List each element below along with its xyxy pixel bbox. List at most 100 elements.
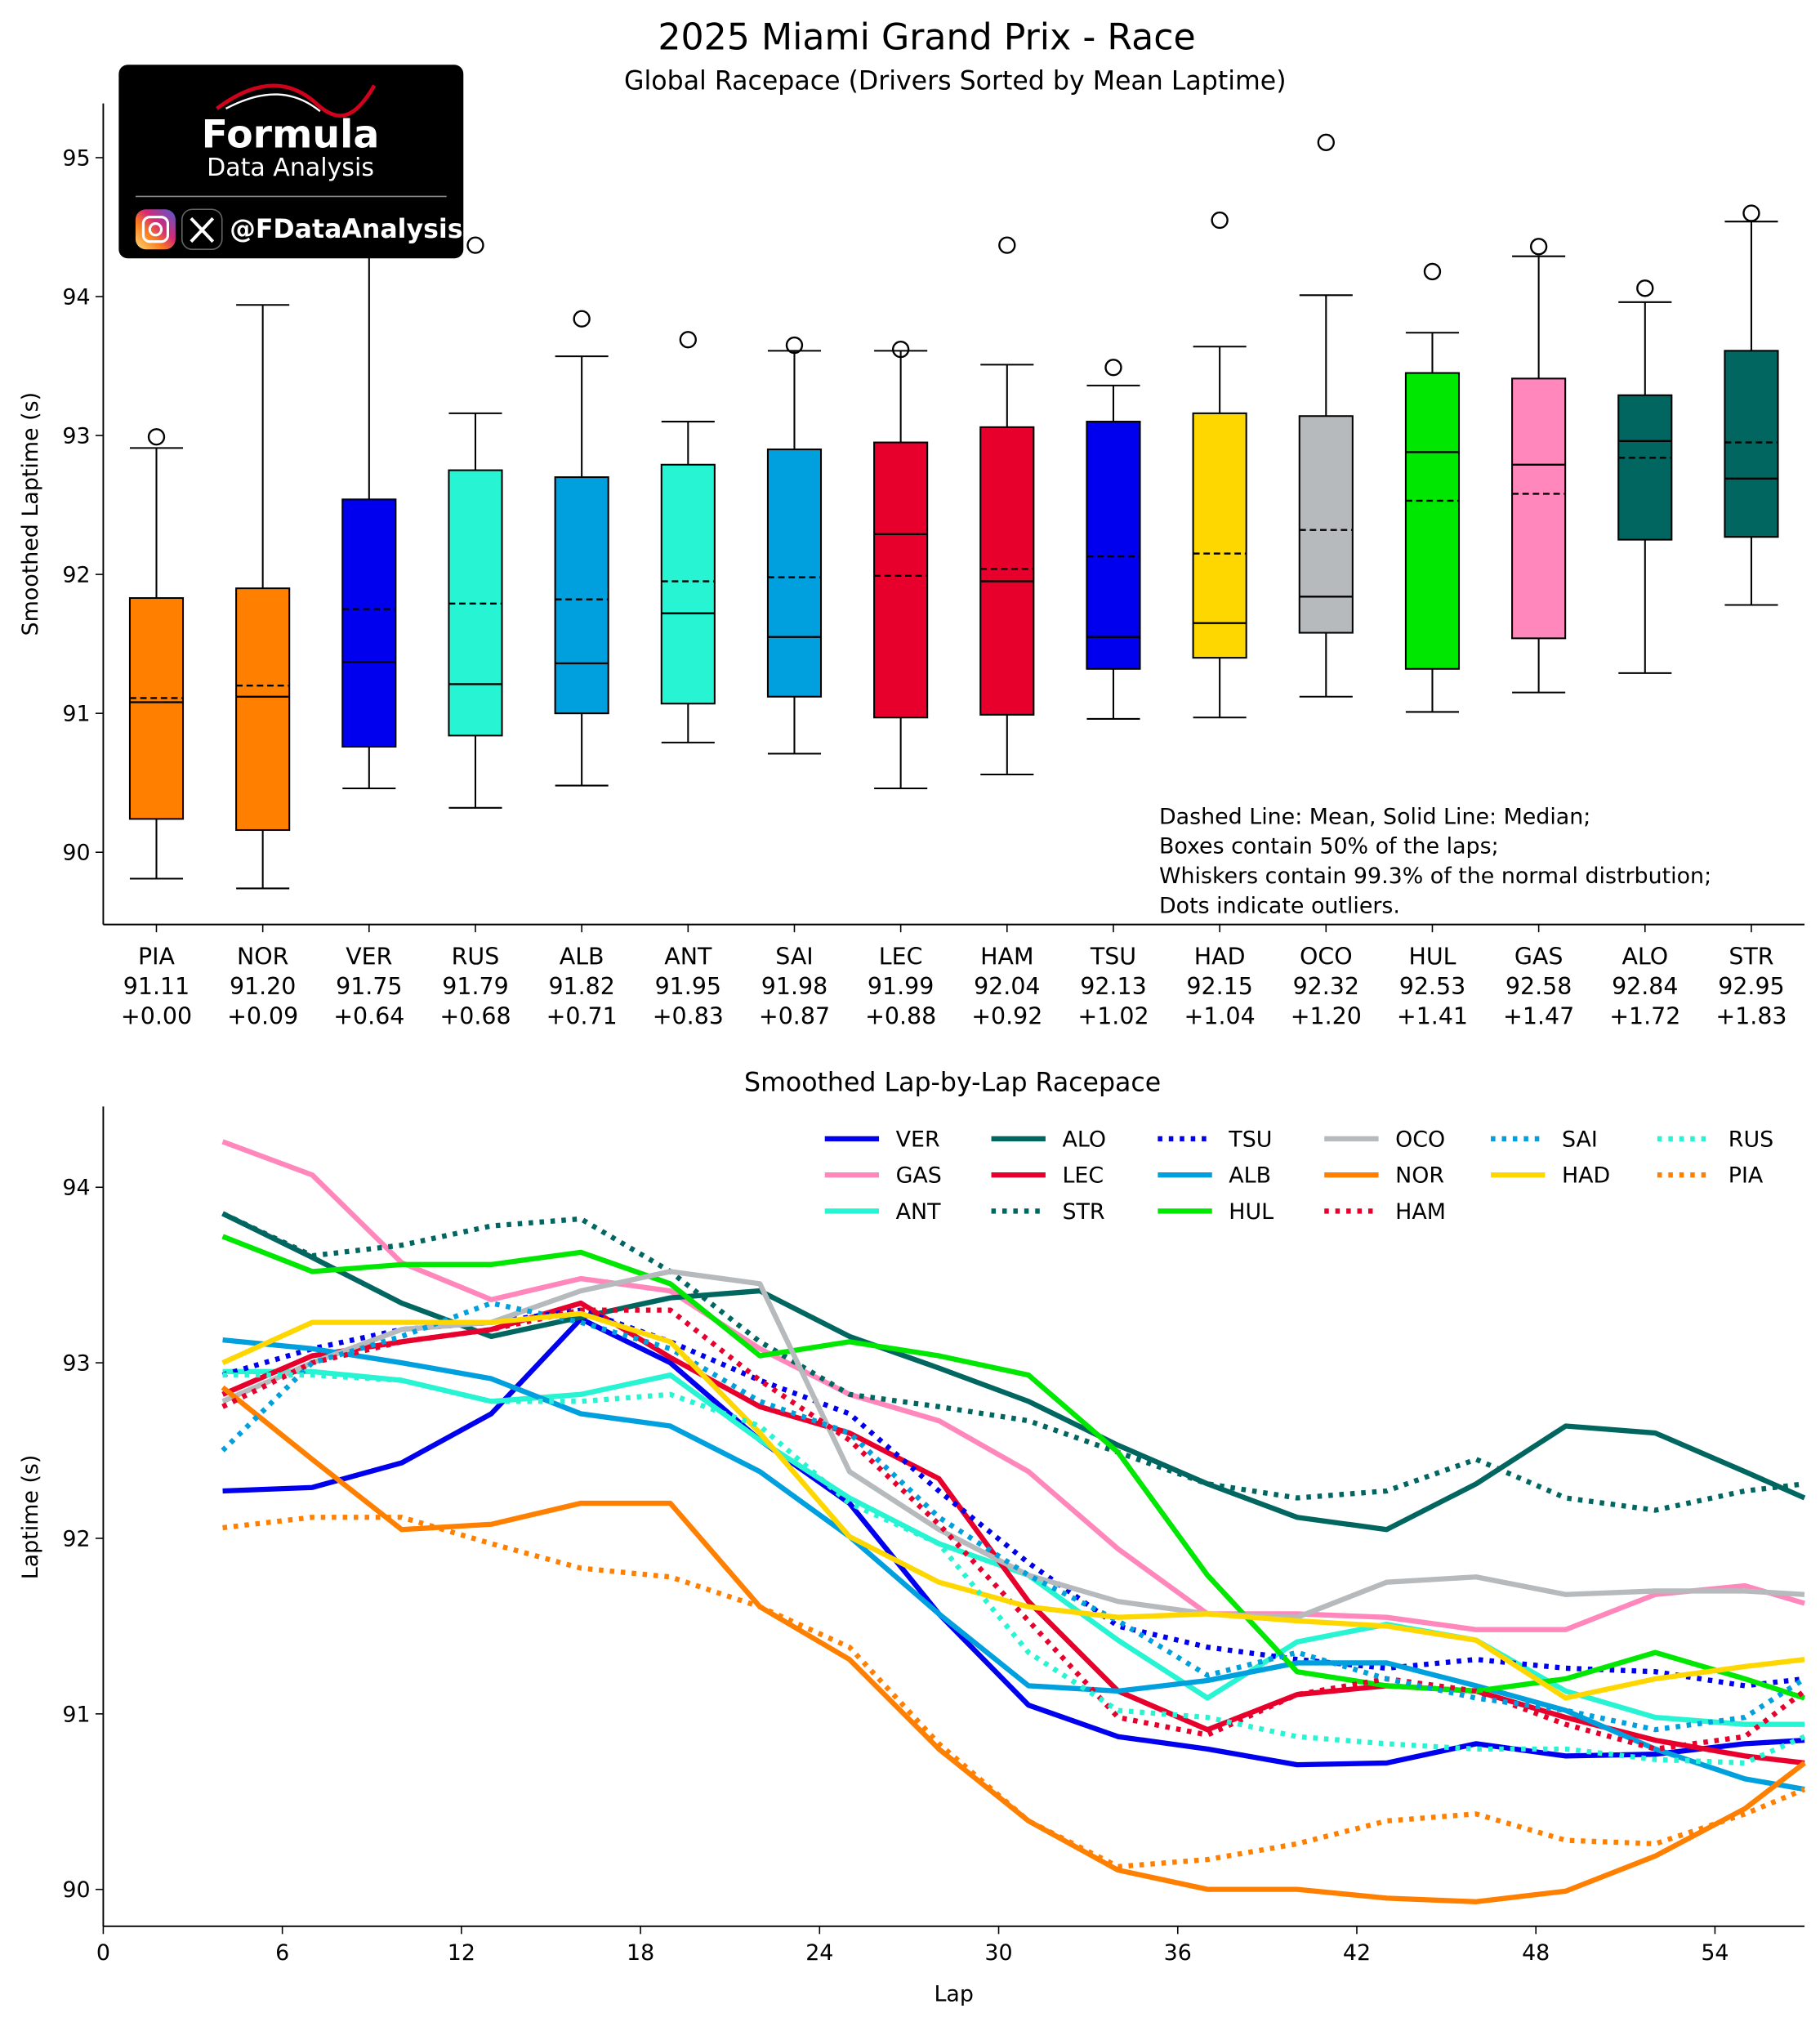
box bbox=[1724, 350, 1779, 538]
gap-label: +0.09 bbox=[227, 1002, 298, 1029]
outlier bbox=[891, 340, 910, 359]
annotation: Whiskers contain 99.3% of the normal dis… bbox=[1159, 864, 1711, 889]
annotation: Dashed Line: Mean, Solid Line: Median; bbox=[1159, 804, 1590, 829]
x-tick-label: 12 bbox=[448, 1940, 475, 1966]
mean-label: 92.32 bbox=[1293, 973, 1359, 1000]
x-tick-label: 54 bbox=[1701, 1940, 1729, 1966]
mean-label: 92.15 bbox=[1186, 973, 1252, 1000]
gap-label: +1.41 bbox=[1397, 1002, 1468, 1029]
mean-label: 91.20 bbox=[230, 973, 296, 1000]
x-tick-label: TSU bbox=[1090, 944, 1136, 971]
x-tick-label: 36 bbox=[1164, 1940, 1192, 1966]
y-tick-label: 90 bbox=[62, 1877, 90, 1903]
mean-label: 91.75 bbox=[336, 973, 402, 1000]
gap-label: +0.71 bbox=[546, 1002, 618, 1029]
x-tick-label: 42 bbox=[1343, 1940, 1371, 1966]
box bbox=[660, 463, 716, 705]
gap-label: +0.00 bbox=[121, 1002, 192, 1029]
plot-area: 909192939495PIA91.11+0.00NOR91.20+0.09VE… bbox=[62, 103, 1806, 1966]
gap-label: +0.87 bbox=[759, 1002, 830, 1029]
y-tick-label: 91 bbox=[62, 1702, 90, 1727]
mean-label: 92.04 bbox=[974, 973, 1040, 1000]
logo-swoosh bbox=[225, 93, 321, 113]
x-tick-label: OCO bbox=[1300, 944, 1353, 971]
logo-swoosh bbox=[216, 83, 377, 118]
x-tick-label: 30 bbox=[984, 1940, 1012, 1966]
series-line bbox=[221, 1139, 1805, 1632]
outlier bbox=[998, 236, 1016, 254]
gap-label: +1.72 bbox=[1609, 1002, 1680, 1029]
y-tick-label: 93 bbox=[62, 1351, 90, 1377]
legend-label: VER bbox=[896, 1127, 940, 1152]
box bbox=[235, 587, 291, 832]
y-tick-label: 93 bbox=[62, 424, 90, 449]
box bbox=[1617, 394, 1673, 541]
box bbox=[873, 441, 929, 719]
x-tick-label: 48 bbox=[1522, 1940, 1550, 1966]
box bbox=[1511, 377, 1567, 640]
x-tick-label: ALB bbox=[560, 944, 604, 971]
x-tick-label: HAM bbox=[980, 944, 1033, 971]
mean-label: 92.84 bbox=[1612, 973, 1678, 1000]
instagram-icon bbox=[141, 216, 169, 243]
chart-subtitle: Global Racepace (Drivers Sorted by Mean … bbox=[624, 66, 1287, 96]
outlier bbox=[1742, 204, 1760, 222]
x-tick-label: VER bbox=[346, 944, 392, 971]
legend-label: GAS bbox=[896, 1163, 942, 1189]
outlier bbox=[785, 336, 804, 355]
gap-label: +1.47 bbox=[1503, 1002, 1574, 1029]
series-line bbox=[221, 1300, 1805, 1766]
series-line bbox=[222, 1337, 1805, 1792]
box bbox=[766, 449, 823, 698]
box bbox=[1404, 372, 1461, 670]
x-tick-label: NOR bbox=[237, 944, 288, 971]
series-line bbox=[222, 1372, 1806, 1766]
x-tick-label: 24 bbox=[805, 1940, 833, 1966]
mean-label: 92.95 bbox=[1718, 973, 1784, 1000]
annotation: Boxes contain 50% of the laps; bbox=[1159, 834, 1499, 859]
outlier bbox=[1317, 133, 1335, 151]
x-tick-label: ALO bbox=[1621, 944, 1668, 971]
instagram-icon bbox=[148, 222, 163, 237]
series-line bbox=[221, 1300, 1806, 1733]
y-tick-label: 92 bbox=[62, 563, 90, 588]
y-tick-label: 91 bbox=[62, 702, 90, 727]
legend-label: RUS bbox=[1729, 1127, 1773, 1152]
gap-label: +1.02 bbox=[1077, 1002, 1149, 1029]
y-tick-label: 92 bbox=[62, 1526, 90, 1551]
mean-label: 91.82 bbox=[548, 973, 614, 1000]
legend-label: TSU bbox=[1228, 1127, 1272, 1152]
legend-label: ALB bbox=[1229, 1163, 1271, 1189]
series-line bbox=[221, 1211, 1806, 1533]
instagram-icon bbox=[135, 209, 176, 250]
legend-label: HUL bbox=[1229, 1199, 1274, 1225]
legend-label: OCO bbox=[1395, 1127, 1445, 1152]
legend-label: HAM bbox=[1395, 1199, 1446, 1225]
gap-label: +0.88 bbox=[865, 1002, 936, 1029]
box bbox=[554, 476, 609, 715]
legend-label: ALO bbox=[1062, 1127, 1106, 1152]
legend-label: HAD bbox=[1562, 1163, 1610, 1189]
outlier bbox=[1104, 359, 1122, 377]
x-tick-label: HUL bbox=[1408, 944, 1456, 971]
legend-label: ANT bbox=[896, 1199, 941, 1225]
outlier bbox=[1423, 262, 1442, 281]
x-axis-label: Lap bbox=[934, 1981, 973, 2006]
box bbox=[1298, 415, 1354, 634]
series-line bbox=[221, 1310, 1805, 1701]
chart-title: Smoothed Lap-by-Lap Racepace bbox=[744, 1068, 1161, 1097]
series-line bbox=[221, 1385, 1806, 1904]
mean-label: 91.98 bbox=[761, 973, 827, 1000]
gap-label: +1.83 bbox=[1715, 1002, 1787, 1029]
outlier bbox=[1529, 238, 1548, 256]
legend-label: LEC bbox=[1062, 1163, 1104, 1189]
logo-brand: Formula bbox=[202, 112, 380, 157]
gap-label: +1.20 bbox=[1291, 1002, 1362, 1029]
outlier bbox=[466, 236, 484, 254]
y-axis-label: Laptime (s) bbox=[18, 1455, 43, 1580]
mean-label: 91.95 bbox=[655, 973, 721, 1000]
mean-label: 91.11 bbox=[123, 973, 190, 1000]
outlier bbox=[679, 331, 697, 349]
y-axis-label: Smoothed Laptime (s) bbox=[18, 392, 43, 636]
x-tick-label: PIA bbox=[138, 944, 176, 971]
